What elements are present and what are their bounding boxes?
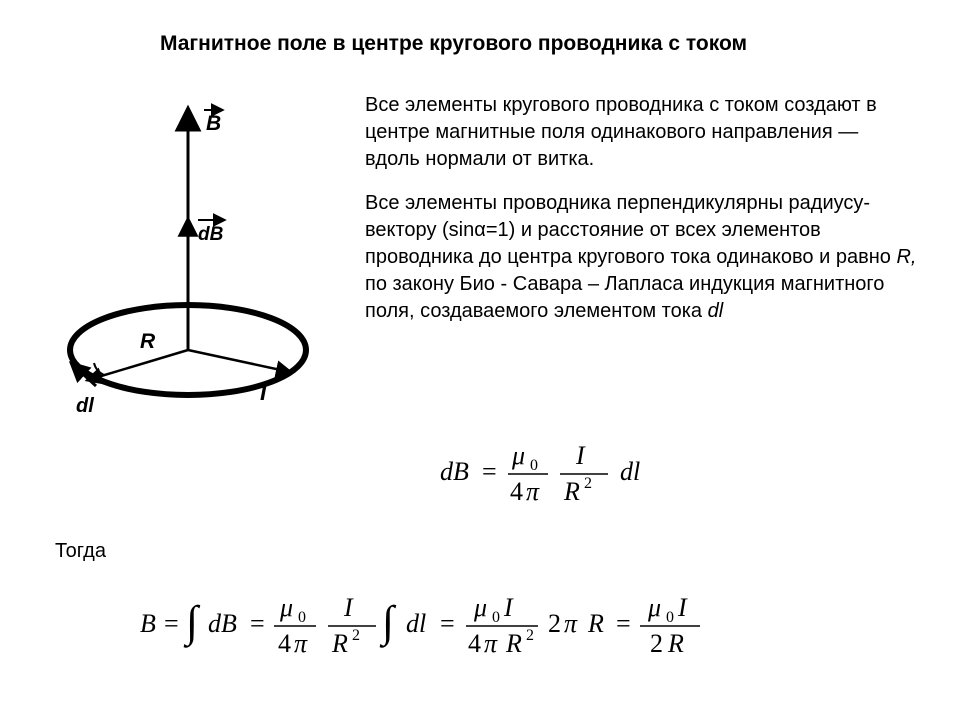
- svg-text:0: 0: [298, 609, 306, 626]
- i-label: I: [260, 379, 267, 405]
- svg-text:=: =: [616, 609, 631, 638]
- dl-label: dl: [76, 395, 94, 417]
- then-text: Тогда: [55, 540, 106, 563]
- svg-text:π: π: [526, 477, 540, 506]
- b-label: B: [206, 112, 221, 135]
- para2-dl: dl: [708, 300, 724, 322]
- para2-R: R,: [896, 246, 916, 268]
- svg-text:2: 2: [650, 629, 663, 658]
- svg-text:μ: μ: [473, 593, 487, 622]
- db-label: dB: [198, 224, 224, 245]
- svg-text:4: 4: [510, 477, 523, 506]
- svg-text:I: I: [503, 593, 514, 622]
- para2-text-3: по закону Био - Савара – Лапласа индукци…: [365, 273, 884, 322]
- paragraph-1: Все элементы кругового проводника с токо…: [365, 92, 895, 173]
- paragraph-2: Все элементы проводника перпендикулярны …: [365, 190, 920, 325]
- svg-text:4: 4: [468, 629, 481, 658]
- svg-text:R: R: [505, 629, 522, 658]
- svg-text:2: 2: [584, 475, 592, 492]
- page: Магнитное поле в центре кругового провод…: [0, 0, 960, 720]
- svg-text:=: =: [250, 609, 265, 638]
- svg-text:=: =: [164, 609, 179, 638]
- equation-db: dB = μ 0 4 π I R 2 dl: [440, 432, 740, 512]
- para2-alpha: α: [474, 219, 486, 241]
- svg-text:∫: ∫: [379, 597, 397, 648]
- svg-text:π: π: [294, 629, 308, 658]
- svg-text:π: π: [484, 629, 498, 658]
- r-label: R: [140, 330, 156, 353]
- angle-arc: [94, 363, 104, 375]
- circular-loop-diagram: B dB R dl I: [38, 80, 338, 440]
- svg-text:μ: μ: [279, 593, 293, 622]
- svg-text:I: I: [677, 593, 688, 622]
- svg-text:R: R: [331, 629, 348, 658]
- svg-text:=: =: [482, 457, 497, 486]
- svg-text:I: I: [343, 593, 354, 622]
- svg-text:B: B: [140, 609, 156, 638]
- svg-text:I: I: [575, 441, 586, 470]
- svg-text:∫: ∫: [183, 597, 201, 648]
- svg-text:dB: dB: [208, 609, 237, 638]
- svg-text:=: =: [440, 609, 455, 638]
- svg-text:0: 0: [666, 609, 674, 626]
- equation-b: B = ∫ dB = μ 0 4 π I R 2 ∫ dl = μ 0 I 4 …: [140, 580, 840, 670]
- page-title: Магнитное поле в центре кругового провод…: [160, 32, 747, 56]
- svg-text:0: 0: [530, 457, 538, 474]
- svg-text:0: 0: [492, 609, 500, 626]
- svg-text:R: R: [667, 629, 684, 658]
- svg-text:R: R: [563, 477, 580, 506]
- svg-text:μ: μ: [647, 593, 661, 622]
- svg-text:π: π: [564, 609, 578, 638]
- svg-text:2: 2: [526, 627, 534, 644]
- svg-text:2: 2: [352, 627, 360, 644]
- svg-text:μ: μ: [511, 441, 525, 470]
- svg-text:dl: dl: [406, 609, 426, 638]
- svg-text:dB: dB: [440, 457, 469, 486]
- svg-text:4: 4: [278, 629, 291, 658]
- svg-text:R: R: [587, 609, 604, 638]
- i-arrow: [188, 350, 290, 372]
- svg-text:2: 2: [548, 609, 561, 638]
- svg-text:dl: dl: [620, 457, 640, 486]
